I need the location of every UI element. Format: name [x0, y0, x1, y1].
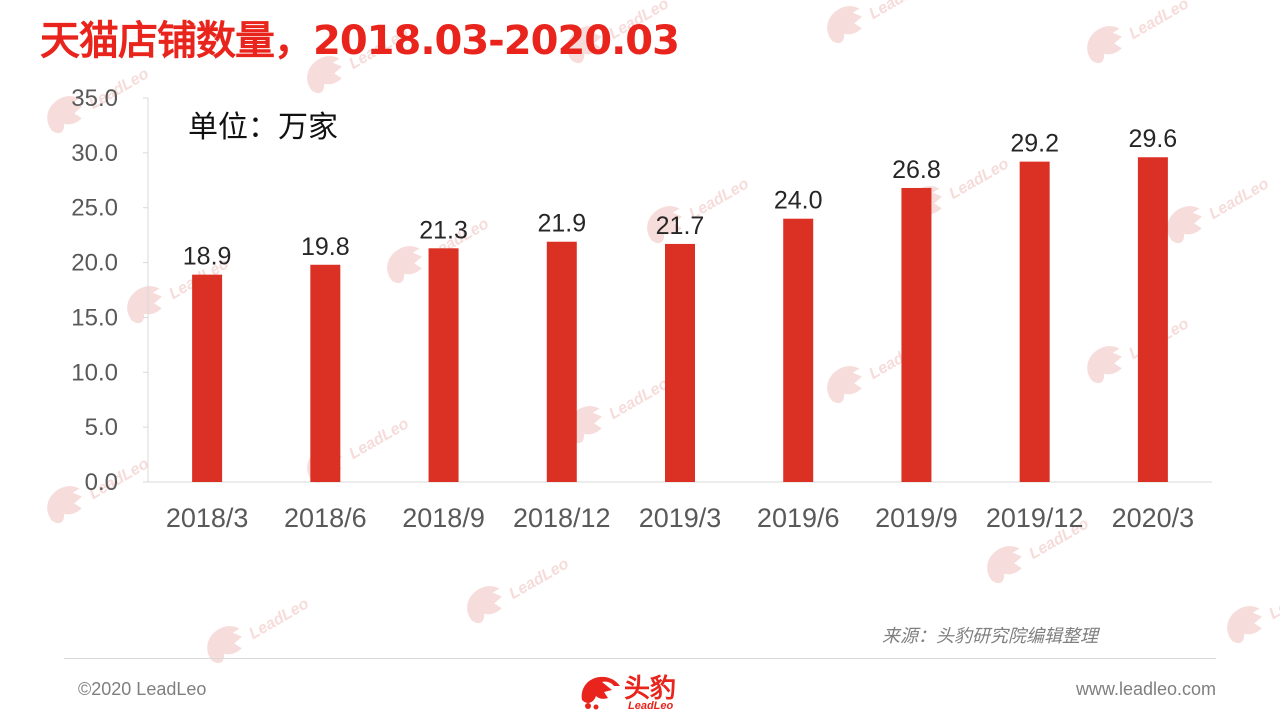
website-link[interactable]: www.leadleo.com	[1075, 679, 1216, 699]
footer-divider	[64, 658, 1216, 659]
x-tick-label: 2019/3	[639, 503, 722, 533]
y-tick-label: 20.0	[71, 250, 118, 277]
data-label: 21.7	[656, 212, 705, 240]
copyright-text: ©2020 LeadLeo	[78, 679, 207, 699]
y-tick-label: 30.0	[71, 140, 118, 167]
data-label: 21.9	[537, 210, 586, 238]
bar	[192, 274, 223, 482]
y-tick-label: 25.0	[71, 195, 118, 222]
x-tick-label: 2018/12	[513, 503, 611, 533]
x-tick-label: 2018/3	[166, 503, 249, 533]
x-tick-label: 2018/6	[284, 503, 367, 533]
x-tick-label: 2020/3	[1112, 503, 1195, 533]
bar	[783, 218, 814, 482]
leadleo-logo: 头豹 LeadLeo	[578, 664, 708, 718]
x-tick-label: 2019/6	[757, 503, 840, 533]
data-label: 29.2	[1010, 130, 1059, 158]
x-tick-label: 2018/9	[402, 503, 485, 533]
x-tick-label: 2019/9	[875, 503, 958, 533]
page-title: 天猫店铺数量，2018.03-2020.03	[40, 18, 680, 64]
y-tick-label: 10.0	[71, 359, 118, 386]
data-label: 26.8	[892, 156, 941, 184]
source-note: 来源：头豹研究院编辑整理	[882, 626, 1098, 647]
y-tick-label: 5.0	[85, 414, 118, 441]
bar	[1019, 161, 1050, 483]
bar	[310, 264, 341, 482]
logo-cn-text: 头豹	[624, 674, 677, 704]
y-tick-label: 0.0	[85, 469, 118, 496]
logo-en-text: LeadLeo	[628, 700, 674, 712]
bar	[901, 187, 932, 483]
data-label: 29.6	[1129, 125, 1178, 153]
unit-label: 单位：万家	[188, 110, 338, 145]
x-tick-label: 2019/12	[986, 503, 1084, 533]
y-tick-label: 35.0	[71, 85, 118, 112]
bar	[546, 241, 577, 482]
bar	[1137, 157, 1168, 482]
data-label: 18.9	[183, 243, 232, 271]
data-label: 24.0	[774, 187, 823, 215]
y-tick-label: 15.0	[71, 304, 118, 331]
data-label: 21.3	[419, 216, 468, 244]
bar	[665, 243, 695, 482]
leopard-logo-icon	[581, 676, 620, 710]
bar	[428, 248, 459, 482]
data-label: 19.8	[301, 233, 350, 261]
